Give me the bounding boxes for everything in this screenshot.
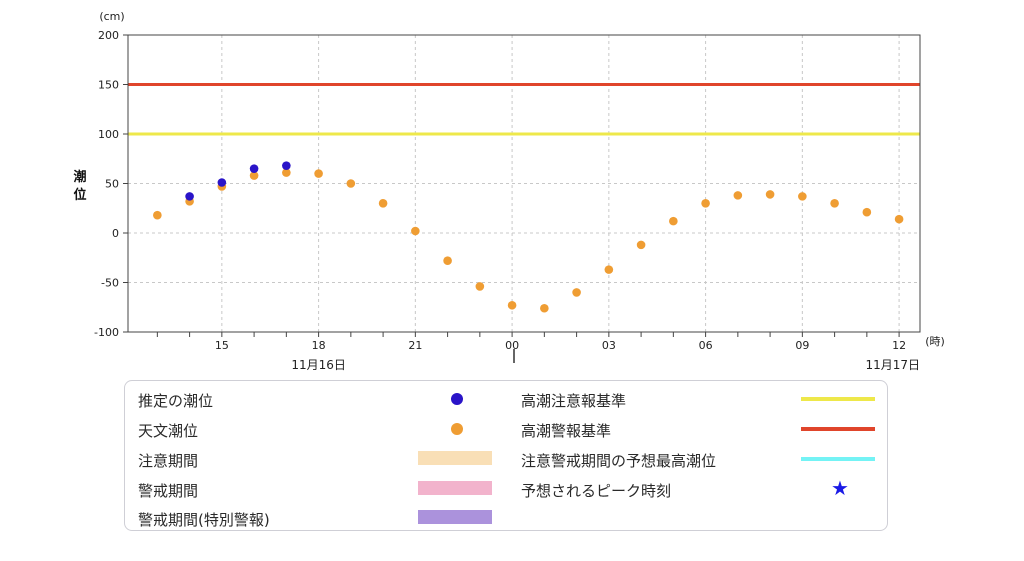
tide-chart: -100 -50 0 50 100 150 200 15 18 21 00 03 06 09 12 (cm… [73,10,945,372]
data-point [411,226,420,236]
y-tick-label: -50 [101,277,119,290]
legend-label-astronomical-tide: 天文潮位 [138,422,199,440]
data-point [701,199,710,208]
x-tick-label: 06 [699,339,713,352]
legend-swatch-predicted-max-tide [801,457,875,461]
y-axis-label: 潮位 [73,169,86,203]
legend-swatch-caution-period [418,451,492,465]
data-point [443,256,452,266]
legend-label-caution-period: 注意期間 [138,452,199,470]
data-point [669,216,678,226]
data-point [185,192,194,201]
data-point [572,288,581,297]
legend: 推定の潮位 天文潮位 注意期間 警戒期間 警戒期間(特別警報) 高潮注意報基準 … [124,380,888,531]
data-point [894,214,904,224]
data-points [153,161,904,313]
data-point [862,207,872,217]
y-unit-label: (cm) [99,10,124,23]
data-point [830,199,839,208]
data-point [636,240,646,250]
y-tick-label: 100 [98,128,119,141]
data-point [153,210,162,220]
data-point [378,199,388,208]
data-point [604,265,614,274]
data-point [540,303,549,313]
data-point [217,178,227,187]
date-labels: 11月16日 11月17日 [291,358,920,372]
y-tick-label: 0 [112,227,119,240]
data-point [765,190,775,199]
data-point [314,169,323,178]
grid [128,35,920,332]
legend-swatch-astronomical-tide [451,423,463,435]
data-point [507,300,517,310]
x-tick-label: 09 [795,339,809,352]
y-tick-label: -100 [94,326,119,339]
data-point [475,282,485,291]
legend-swatch-estimated-tide [451,393,463,405]
x-tick-label: 18 [312,339,326,352]
data-point [346,179,356,188]
data-point [798,192,807,201]
x-tick-label: 15 [215,339,229,352]
x-tick-label: 12 [892,339,906,352]
y-axis: -100 -50 0 50 100 150 200 [94,29,128,339]
x-tick-label: 21 [408,339,422,352]
legend-label-special-warning-period: 警戒期間(特別警報) [138,511,270,529]
data-point [733,191,743,200]
x-tick-label: 03 [602,339,616,352]
legend-label-warning-threshold: 高潮警報基準 [521,422,612,440]
data-point [249,171,259,180]
legend-swatch-advisory-threshold [801,397,875,401]
data-point [249,164,259,173]
legend-label-peak-time: 予想されるピーク時刻 [521,482,672,500]
date-label: 11月17日 [865,358,920,372]
x-unit-label: (時) [925,335,945,348]
x-axis: 15 18 21 00 03 06 09 12 [156,332,906,352]
x-tick-label: 00 [505,339,519,352]
data-point [282,168,291,177]
y-tick-label: 200 [98,29,119,42]
legend-label-warning-period: 警戒期間 [138,482,199,500]
date-label: 11月16日 [291,358,346,372]
legend-label-estimated-tide: 推定の潮位 [138,392,214,410]
star-icon: ★ [831,476,849,500]
legend-swatch-warning-threshold [801,427,875,431]
y-tick-label: 150 [98,79,119,92]
legend-swatch-warning-period [418,481,492,495]
data-point [282,161,291,170]
legend-label-predicted-max-tide: 注意警戒期間の予想最高潮位 [521,452,717,470]
legend-swatch-special-warning-period [418,510,492,524]
y-tick-label: 50 [105,178,119,191]
reference-lines [128,83,920,136]
legend-label-advisory-threshold: 高潮注意報基準 [521,392,627,410]
